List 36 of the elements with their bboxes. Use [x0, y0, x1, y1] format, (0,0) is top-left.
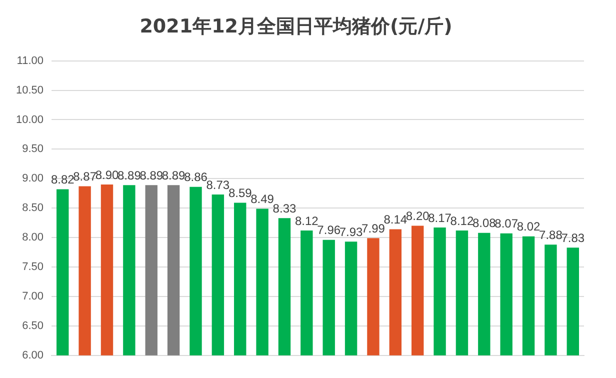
- data-label: 8.89: [162, 168, 186, 182]
- data-label: 7.83: [561, 230, 585, 245]
- data-label: 7.88: [539, 228, 563, 242]
- data-label: 8.86: [184, 170, 208, 184]
- data-label: 8.90: [95, 168, 119, 182]
- y-tick-label: 6.50: [22, 320, 44, 332]
- y-tick-label: 7.50: [22, 261, 44, 274]
- y-tick-label: 8.50: [22, 202, 44, 214]
- data-label: 8.14: [384, 212, 408, 227]
- data-label: 8.07: [494, 216, 518, 231]
- data-label: 7.96: [317, 223, 341, 238]
- data-label: 8.73: [206, 178, 230, 192]
- data-label: 8.20: [406, 209, 430, 224]
- data-label: 8.33: [272, 201, 296, 216]
- y-tick-label: 7.00: [22, 290, 44, 303]
- data-label: 8.17: [428, 210, 452, 225]
- y-tick-label: 8.00: [22, 232, 44, 244]
- y-tick-label: 9.00: [22, 172, 44, 185]
- y-tick-label: 10.00: [16, 114, 44, 126]
- data-label: 8.49: [250, 192, 274, 206]
- data-label: 7.99: [362, 221, 386, 236]
- data-label: 8.82: [50, 172, 75, 187]
- y-tick-label: 11.00: [16, 54, 44, 67]
- data-label: 8.12: [294, 214, 319, 228]
- data-label: 8.08: [472, 216, 496, 230]
- y-tick-label: 10.50: [16, 84, 44, 96]
- data-label: 8.89: [140, 168, 164, 182]
- data-label: 8.59: [228, 186, 252, 200]
- y-tick-label: 6.00: [22, 349, 44, 362]
- data-label: 8.89: [118, 168, 142, 182]
- chart-title: 2021年12月全国日平均猪价(元/斤): [140, 15, 452, 38]
- y-tick-label: 9.50: [22, 143, 44, 156]
- data-label: 8.12: [450, 214, 474, 228]
- data-label: 7.93: [339, 224, 364, 239]
- data-label: 8.02: [516, 220, 541, 234]
- data-label: 8.87: [73, 170, 97, 184]
